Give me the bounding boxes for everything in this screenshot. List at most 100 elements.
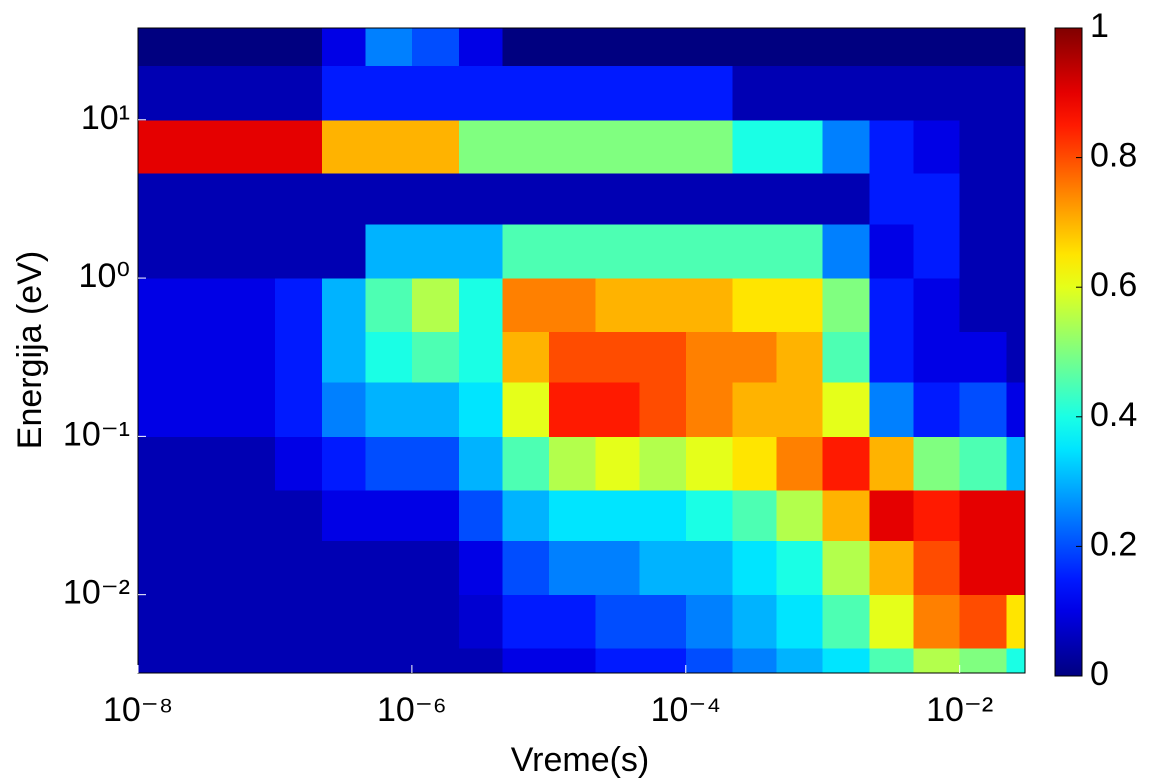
heatmap-cell [184, 540, 230, 596]
heatmap-cell [138, 173, 186, 225]
heatmap-cell [776, 119, 824, 174]
heatmap-cell [732, 65, 778, 121]
heatmap-cell [685, 173, 734, 225]
heatmap-cell [595, 119, 641, 174]
heatmap-cell [595, 489, 641, 541]
heatmap-cell [138, 540, 186, 596]
heatmap-cell [959, 331, 1008, 383]
heatmap-cell [869, 594, 914, 649]
heatmap-cell [458, 594, 504, 649]
heatmap-cell [595, 648, 641, 674]
heatmap-cell [274, 648, 323, 674]
heatmap-cell [502, 278, 550, 332]
heatmap-cell [138, 436, 186, 491]
heatmap-cell [228, 382, 276, 437]
heatmap-cell [458, 65, 504, 121]
heatmap-cell [913, 382, 961, 437]
x-axis-label: Vreme(s) [511, 741, 650, 778]
heatmap-cell [228, 173, 276, 225]
heatmap-cell [365, 382, 413, 437]
heatmap-cell [228, 489, 276, 541]
heatmap-cell [138, 119, 186, 174]
heatmap-cell [639, 436, 687, 491]
heatmap-cell [869, 223, 914, 279]
heatmap-cell [228, 331, 276, 383]
heatmap-cell [732, 278, 778, 332]
heatmap-cell [1006, 278, 1026, 332]
heatmap-cell [365, 436, 413, 491]
heatmap-cell [685, 594, 734, 649]
heatmap-cell [776, 382, 824, 437]
colorbar-tick-label: 0 [1090, 655, 1109, 693]
heatmap-cell [548, 331, 597, 383]
heatmap-cell [548, 436, 597, 491]
heatmap-cell [184, 28, 230, 67]
heatmap-cell [869, 382, 914, 437]
heatmap-cell [639, 223, 687, 279]
heatmap-cell [184, 223, 230, 279]
heatmap-cell [502, 540, 550, 596]
heatmap-cell [502, 119, 550, 174]
heatmap-cell [639, 648, 687, 674]
heatmap-cell [913, 65, 961, 121]
heatmap-cell [959, 594, 1008, 649]
heatmap-cell [321, 648, 367, 674]
heatmap-cell [458, 223, 504, 279]
heatmap-cell [138, 65, 186, 121]
heatmap-cell [184, 382, 230, 437]
heatmap-cell [869, 65, 914, 121]
heatmap-cell [458, 540, 504, 596]
heatmap-cell [869, 436, 914, 491]
heatmap-cell [822, 594, 871, 649]
heatmap-cell [321, 594, 367, 649]
heatmap-cell [959, 489, 1008, 541]
heatmap-cell [548, 540, 597, 596]
heatmap-cell [959, 223, 1008, 279]
heatmap-cell [595, 331, 641, 383]
heatmap-cell [732, 382, 778, 437]
heatmap-cell [458, 331, 504, 383]
heatmap-cell [274, 540, 323, 596]
heatmap-cell [548, 223, 597, 279]
heatmap-cell [639, 594, 687, 649]
heatmap-cell [913, 648, 961, 674]
heatmap-cell [869, 648, 914, 674]
heatmap-cell [138, 223, 186, 279]
heatmap-cell [732, 594, 778, 649]
heatmap-cell [959, 119, 1008, 174]
heatmap-cell [274, 119, 323, 174]
heatmap-cell [502, 594, 550, 649]
heatmap-cell [411, 648, 460, 674]
heatmap-cell [365, 278, 413, 332]
heatmap-cell [274, 223, 323, 279]
heatmap-cell [365, 223, 413, 279]
heatmap-cell [913, 119, 961, 174]
heatmap-cell [458, 489, 504, 541]
heatmap-cell [548, 648, 597, 674]
heatmap-cell [274, 278, 323, 332]
heatmap-cell [685, 28, 734, 67]
heatmap-cell [776, 489, 824, 541]
heatmap-cell [822, 436, 871, 491]
heatmap-cell [685, 489, 734, 541]
heatmap-cell [595, 278, 641, 332]
heatmap-cell [321, 173, 367, 225]
heatmap-cell [776, 436, 824, 491]
colorbar-tick-label: 0.4 [1090, 396, 1137, 434]
heatmap-cell [913, 540, 961, 596]
heatmap-cell [869, 540, 914, 596]
heatmap-cell [595, 28, 641, 67]
heatmap-cell [502, 65, 550, 121]
heatmap-cell [548, 594, 597, 649]
heatmap-cell [685, 540, 734, 596]
heatmap-cell [913, 331, 961, 383]
heatmap-cell [776, 278, 824, 332]
heatmap-cell [548, 278, 597, 332]
heatmap-cell [411, 382, 460, 437]
heatmap-cell [869, 119, 914, 174]
heatmap-cell [1006, 65, 1026, 121]
heatmap-cell [639, 28, 687, 67]
heatmap-cell [1006, 540, 1026, 596]
heatmap-cell [548, 119, 597, 174]
heatmap-cell [639, 540, 687, 596]
